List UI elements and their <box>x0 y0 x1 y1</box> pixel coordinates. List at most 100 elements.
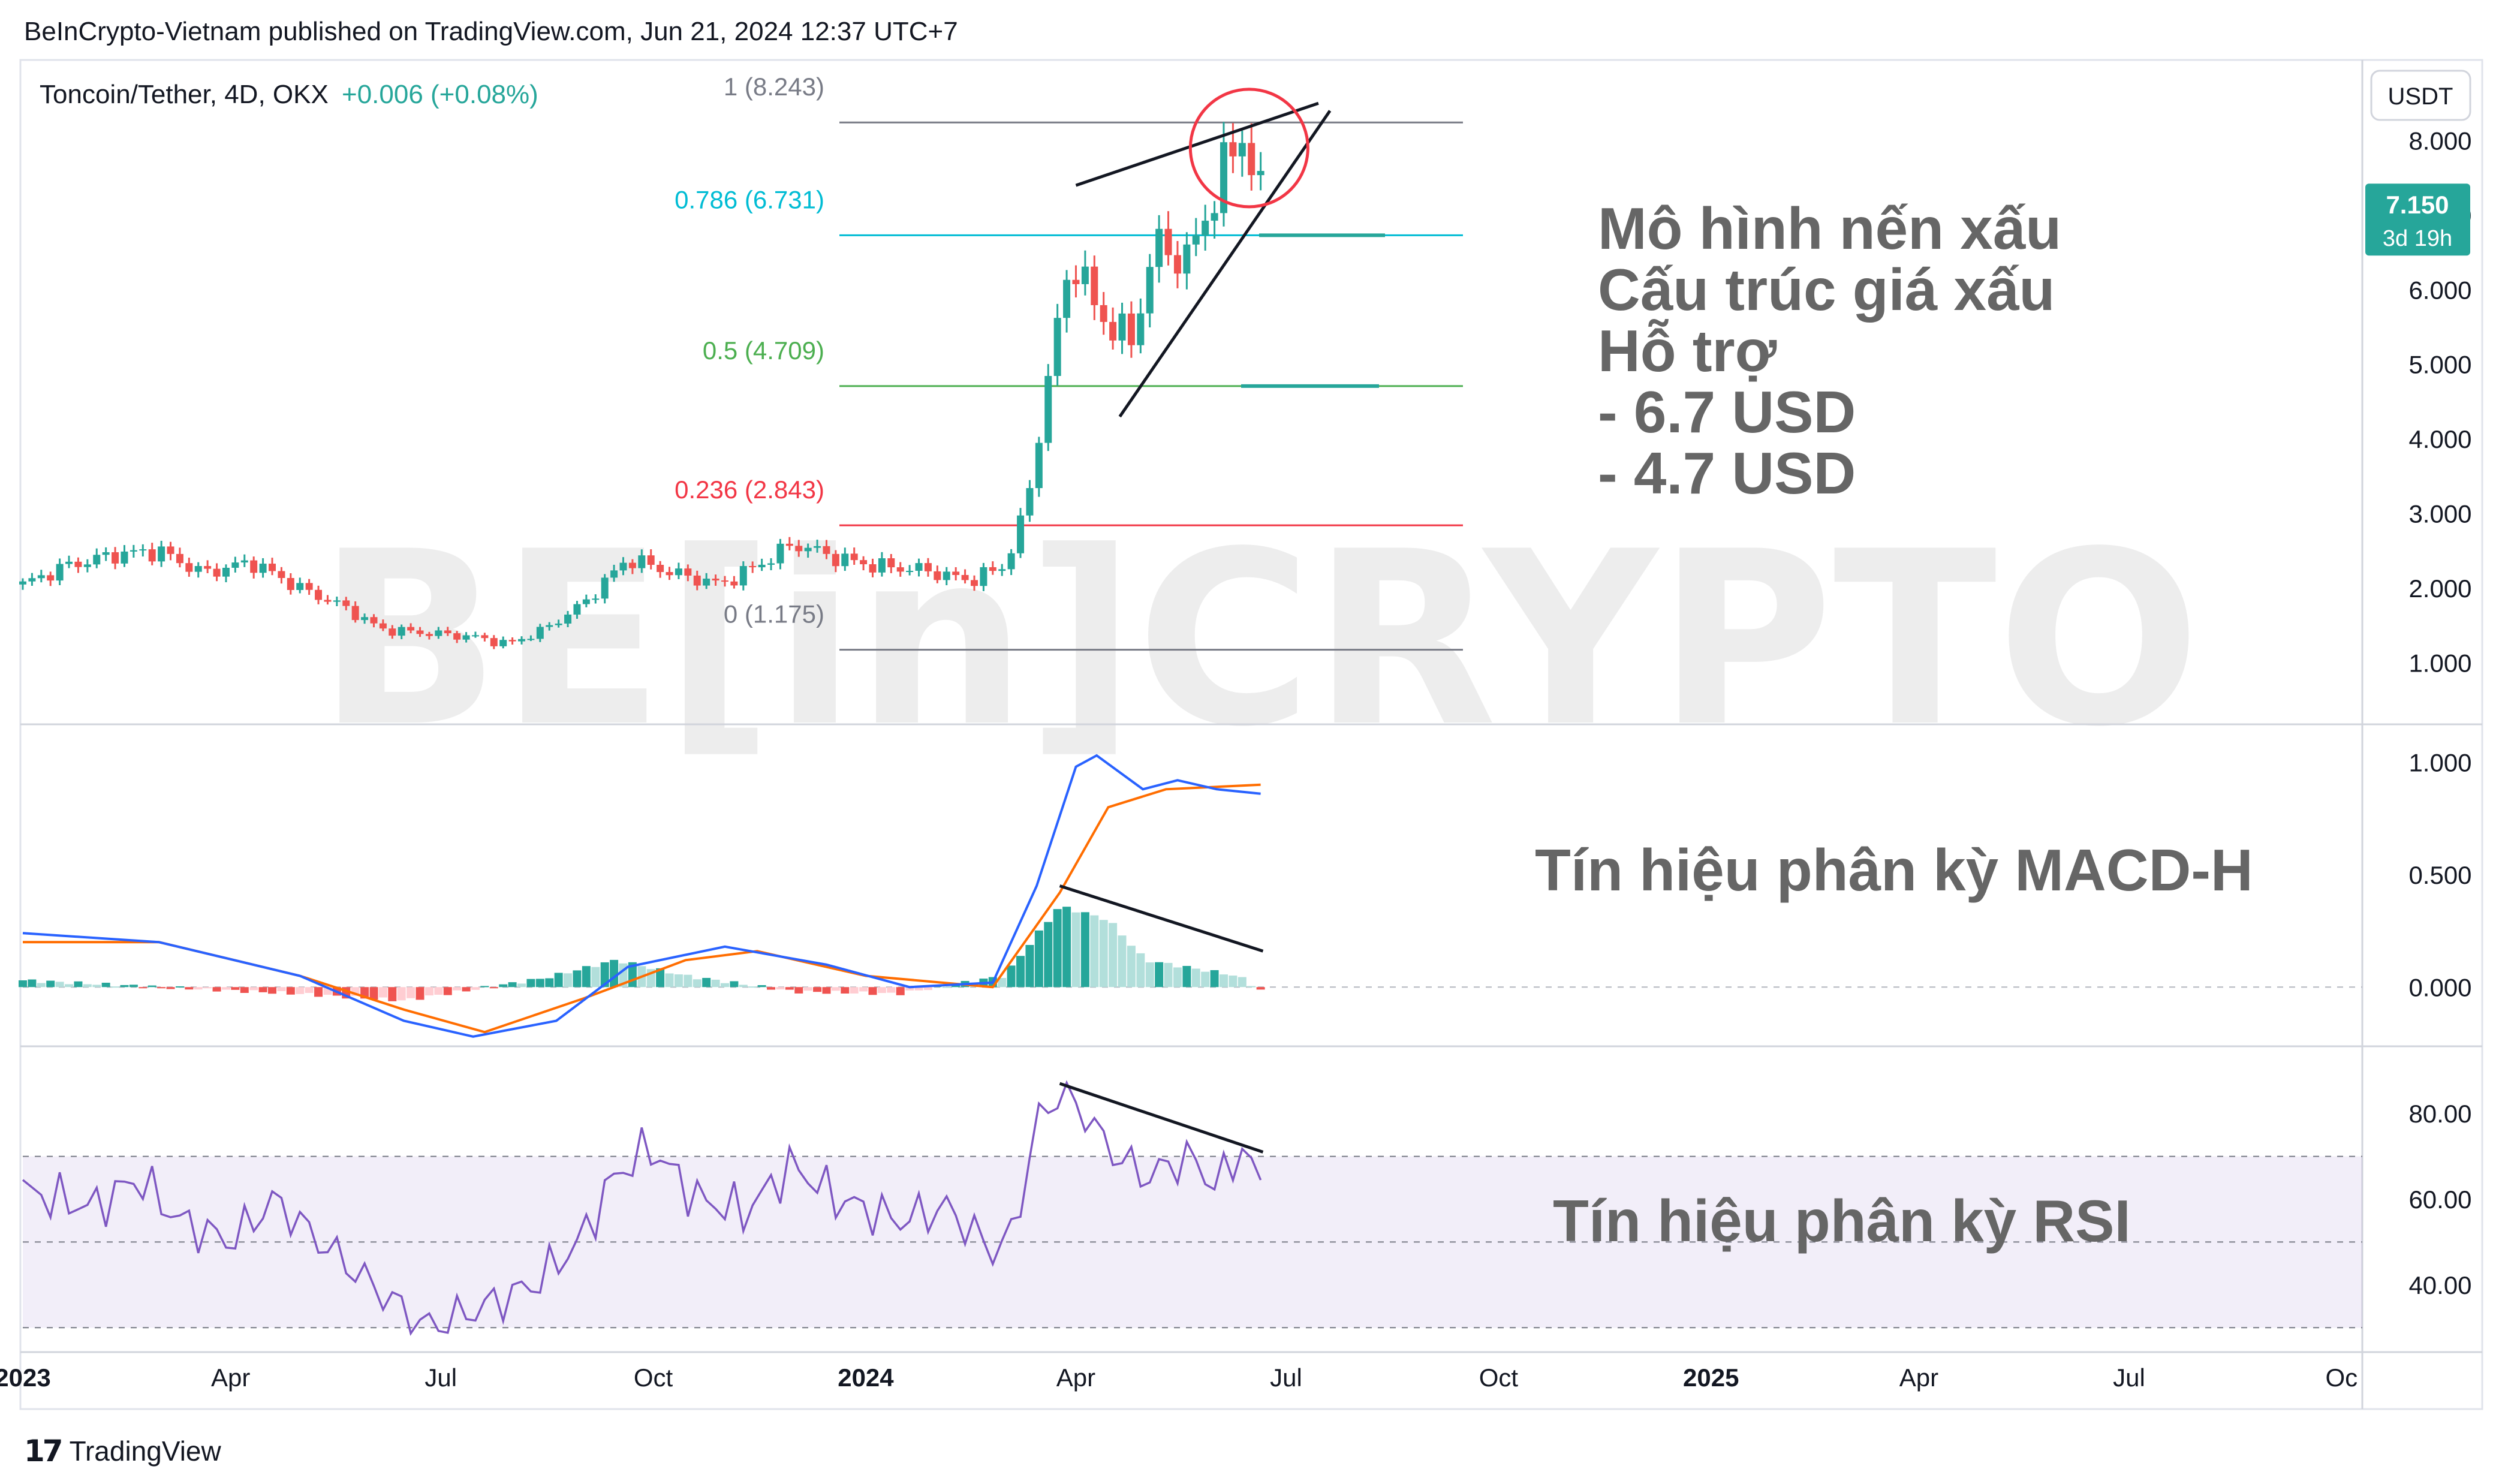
candle[interactable] <box>425 634 433 636</box>
candle[interactable] <box>389 628 396 636</box>
candle[interactable] <box>351 606 359 621</box>
candle[interactable] <box>869 564 877 573</box>
candle[interactable] <box>767 563 775 565</box>
candle[interactable] <box>1127 313 1135 345</box>
candle[interactable] <box>693 575 701 586</box>
candle[interactable] <box>527 639 535 640</box>
candle[interactable] <box>222 567 230 577</box>
candle[interactable] <box>176 553 183 564</box>
candle[interactable] <box>657 565 664 573</box>
candle[interactable] <box>785 543 793 546</box>
candle[interactable] <box>112 552 119 564</box>
candle[interactable] <box>564 615 572 624</box>
candle[interactable] <box>546 625 553 627</box>
candle[interactable] <box>47 575 55 581</box>
candle[interactable] <box>961 574 969 580</box>
candle[interactable] <box>139 549 147 551</box>
candle[interactable] <box>934 571 941 580</box>
candle[interactable] <box>74 561 82 567</box>
candle[interactable] <box>906 570 914 572</box>
candle[interactable] <box>65 561 73 564</box>
candle[interactable] <box>315 589 323 600</box>
candle[interactable] <box>1081 266 1089 284</box>
candle[interactable] <box>924 563 932 571</box>
candle[interactable] <box>83 564 91 567</box>
wedge-trendline[interactable] <box>1075 101 1319 187</box>
candle[interactable] <box>278 571 285 578</box>
candle[interactable] <box>121 551 128 564</box>
candle[interactable] <box>508 640 516 642</box>
candle[interactable] <box>259 564 267 573</box>
candle[interactable] <box>370 617 378 624</box>
candle[interactable] <box>601 577 609 599</box>
candle[interactable] <box>1053 318 1061 377</box>
tradingview-logo-icon[interactable]: 17 <box>24 1434 64 1468</box>
candle[interactable] <box>1248 143 1255 176</box>
candle[interactable] <box>324 600 332 602</box>
candle[interactable] <box>185 563 193 572</box>
candle[interactable] <box>1035 443 1043 489</box>
candle[interactable] <box>1164 228 1172 255</box>
candle[interactable] <box>1118 313 1126 341</box>
candle[interactable] <box>213 568 221 577</box>
candle[interactable] <box>675 568 682 576</box>
candle[interactable] <box>379 623 387 629</box>
candle[interactable] <box>749 566 757 568</box>
candle[interactable] <box>1155 228 1163 267</box>
candle[interactable] <box>471 635 479 637</box>
tradingview-brand[interactable]: TradingView <box>69 1435 221 1467</box>
candle[interactable] <box>1044 376 1052 443</box>
candle[interactable] <box>342 600 350 606</box>
candle[interactable] <box>444 630 451 634</box>
candle[interactable] <box>1229 142 1237 156</box>
candle[interactable] <box>56 564 64 581</box>
candle[interactable] <box>1091 266 1098 305</box>
candle[interactable] <box>638 555 646 568</box>
candle[interactable] <box>684 568 692 576</box>
candle[interactable] <box>1137 313 1145 345</box>
candle[interactable] <box>167 546 174 554</box>
candle[interactable] <box>841 553 849 567</box>
candle[interactable] <box>1211 213 1218 221</box>
candle[interactable] <box>998 569 1006 571</box>
candle[interactable] <box>1192 235 1200 245</box>
candle[interactable] <box>1109 321 1117 341</box>
candle[interactable] <box>721 580 728 582</box>
candle[interactable] <box>269 564 276 571</box>
candle[interactable] <box>416 630 424 634</box>
candle[interactable] <box>887 558 895 568</box>
candle[interactable] <box>896 567 904 572</box>
candle[interactable] <box>130 550 137 552</box>
candle[interactable] <box>712 579 719 581</box>
candle[interactable] <box>28 578 36 582</box>
candle[interactable] <box>407 627 415 631</box>
candle[interactable] <box>814 546 821 548</box>
candle[interactable] <box>37 575 45 579</box>
candle[interactable] <box>333 600 341 602</box>
candle[interactable] <box>287 577 294 590</box>
candle[interactable] <box>1238 143 1246 156</box>
candle[interactable] <box>804 547 812 552</box>
candle[interactable] <box>1017 515 1025 553</box>
macd-divergence-line[interactable] <box>1059 884 1264 953</box>
candle[interactable] <box>628 562 636 568</box>
candle[interactable] <box>204 566 212 569</box>
rsi-line[interactable] <box>22 1080 1262 1336</box>
candle[interactable] <box>730 581 738 586</box>
candle[interactable] <box>518 639 526 642</box>
candle[interactable] <box>555 624 562 625</box>
candle[interactable] <box>980 567 987 586</box>
candle[interactable] <box>915 563 923 571</box>
currency-button[interactable] <box>2370 70 2471 121</box>
candle[interactable] <box>250 560 258 573</box>
candle[interactable] <box>305 583 313 590</box>
candle[interactable] <box>776 543 784 564</box>
candle[interactable] <box>943 571 950 580</box>
candle[interactable] <box>296 583 304 590</box>
candle[interactable] <box>647 555 655 565</box>
macd-line[interactable] <box>22 754 1261 1038</box>
candle[interactable] <box>832 553 839 567</box>
candle[interactable] <box>536 627 544 639</box>
candle[interactable] <box>102 552 110 555</box>
